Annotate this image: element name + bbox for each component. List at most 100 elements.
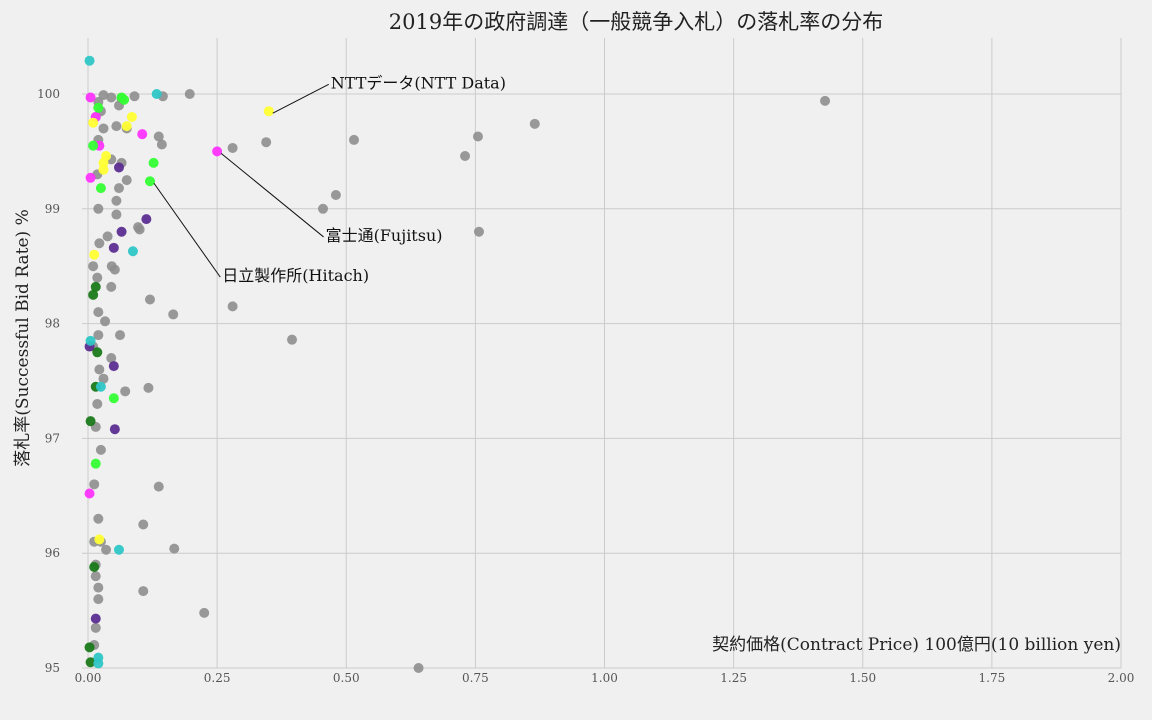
data-point-fujitsu: [85, 172, 96, 183]
data-point-cyan: [85, 335, 96, 346]
data-point-other: [90, 622, 101, 633]
y-tick-label: 98: [45, 317, 60, 331]
data-point-other: [88, 261, 99, 272]
annotations: NTTデータ(NTT Data) 富士通(Fujitsu) 日立製作所(Hitach…: [153, 73, 506, 285]
x-axis-label: 契約価格(Contract Price) 100億円(10 billion ye…: [712, 635, 1121, 655]
data-point-purple: [90, 613, 101, 624]
data-point-green: [90, 281, 101, 292]
data-point-hitachi: [119, 94, 130, 105]
data-point-other: [138, 519, 149, 530]
data-point-other: [529, 118, 540, 129]
x-tick-label: 0.75: [462, 671, 489, 685]
x-tick-label: 1.75: [979, 671, 1006, 685]
data-point-other: [261, 137, 272, 148]
data-point-other: [98, 90, 109, 101]
data-point-other: [153, 131, 164, 142]
data-point-other: [101, 544, 112, 555]
data-point-other: [106, 261, 117, 272]
data-point-fujitsu: [137, 129, 148, 140]
data-point-green: [89, 561, 100, 572]
annotation-label: 日立製作所(Hitach): [222, 266, 369, 285]
data-point-other: [100, 316, 111, 327]
data-point-other: [98, 123, 109, 134]
data-point-cyan: [151, 89, 162, 99]
data-point-other: [93, 582, 104, 593]
chart-title: 2019年の政府調達（一般競争入札）の落札率の分布: [389, 10, 883, 34]
x-tick-label: 0.00: [75, 671, 102, 685]
data-point-fujitsu: [85, 92, 96, 103]
data-point-other: [473, 226, 484, 237]
data-point-cyan: [84, 55, 95, 66]
data-point-fujitsu: [212, 146, 223, 157]
data-point-ntt-data: [94, 534, 105, 545]
data-point-other: [94, 238, 105, 249]
data-point-other: [168, 309, 179, 320]
data-point-other: [92, 398, 103, 409]
data-point-other: [106, 353, 117, 364]
data-point-other: [472, 131, 483, 142]
data-point-other: [93, 307, 104, 318]
y-tick-label: 96: [45, 546, 60, 560]
x-tick-label: 2.00: [1108, 671, 1135, 685]
annotation-label: 富士通(Fujitsu): [326, 226, 443, 245]
data-point-purple: [108, 242, 119, 253]
data-point-other: [820, 95, 831, 106]
data-point-cyan: [127, 246, 138, 257]
grid: [82, 38, 1122, 669]
data-point-other: [93, 513, 104, 524]
data-point-purple: [141, 214, 152, 225]
data-point-purple: [113, 162, 124, 173]
data-point-cyan: [113, 544, 124, 555]
annotation-leader-line: [272, 83, 329, 114]
data-point-cyan: [93, 658, 104, 669]
x-tick-label: 0.50: [333, 671, 360, 685]
data-point-green: [84, 642, 95, 653]
data-point-other: [115, 330, 126, 341]
data-point-other: [318, 203, 329, 214]
data-point-green: [85, 416, 96, 427]
data-point-other: [287, 334, 298, 345]
data-point-ntt-data: [263, 106, 274, 117]
data-point-other: [111, 209, 122, 220]
data-point-hitachi: [88, 140, 99, 151]
data-point-other: [94, 364, 105, 375]
data-point-other: [413, 663, 424, 673]
ticks: 0.00 0.25 0.50 0.75 1.00 1.25 1.50 1.75 2.00 95 96…: [37, 87, 1134, 685]
data-point-other: [120, 386, 131, 397]
data-point-other: [143, 382, 154, 393]
x-tick-label: 0.25: [204, 671, 231, 685]
x-tick-label: 1.50: [849, 671, 876, 685]
y-tick-label: 95: [45, 661, 60, 675]
data-point-hitachi: [90, 458, 101, 469]
data-point-other: [169, 543, 180, 554]
data-point-ntt-data: [89, 249, 100, 260]
annotation-leader-line: [153, 182, 221, 278]
data-point-other: [89, 479, 100, 490]
data-point-other: [330, 190, 341, 201]
data-point-other: [93, 203, 104, 214]
data-point-cyan: [95, 381, 106, 392]
annotation-leader-line: [220, 153, 324, 238]
data-point-other: [93, 330, 104, 341]
data-point-hitachi: [93, 102, 104, 113]
data-point-hitachi: [144, 176, 155, 187]
data-point-green: [85, 657, 96, 668]
data-point-other: [184, 89, 195, 99]
y-tick-label: 99: [45, 202, 60, 216]
data-point-ntt-data: [121, 121, 132, 132]
data-point-other: [129, 91, 140, 102]
data-point-other: [106, 281, 117, 292]
data-point-purple: [108, 361, 119, 372]
data-point-other: [153, 481, 164, 492]
data-point-hitachi: [95, 183, 106, 194]
y-axis-label: 落札率(Successful Bid Rate) %: [13, 209, 33, 466]
data-point-other: [113, 183, 124, 194]
data-point-other: [121, 175, 132, 186]
data-point-other: [106, 92, 117, 103]
data-point-other: [95, 444, 106, 455]
data-point-other: [111, 121, 122, 132]
data-point-other: [133, 222, 144, 233]
data-point-other: [227, 301, 238, 312]
